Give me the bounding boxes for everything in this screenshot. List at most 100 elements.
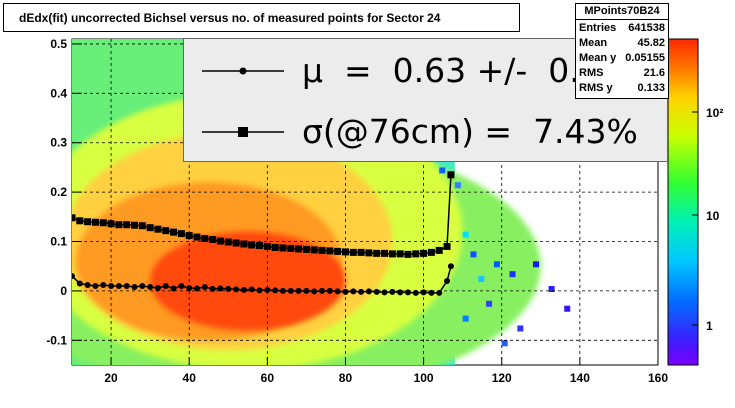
sigma-point (248, 241, 256, 249)
heat-sparse-bin (548, 285, 555, 292)
series-mean (72, 263, 454, 296)
mean-point (287, 287, 294, 294)
stats-value: 0.05155 (625, 52, 665, 64)
mean-point (131, 283, 138, 290)
stats-row-rms-y: RMS y 0.133 (579, 81, 665, 95)
y-tick-label: 0.1 (50, 235, 67, 249)
mean-point (420, 289, 427, 296)
legend-sigma-text: σ(@76cm) = 7.43% (302, 112, 638, 151)
sigma-point (107, 220, 115, 228)
heat-sparse-bin (439, 167, 446, 174)
mean-point (404, 289, 411, 296)
z-tick-label: 10² (706, 106, 723, 120)
mean-point (256, 287, 263, 294)
heat-sparse-bin (509, 271, 516, 278)
mean-point (303, 287, 310, 294)
heat-sparse-bin (517, 325, 524, 332)
mean-point (92, 282, 99, 289)
heat-sparse-bin (493, 261, 500, 268)
sigma-point (91, 218, 99, 226)
y-tick-label: -0.1 (46, 333, 67, 347)
heat-sparse-bin (454, 182, 461, 189)
axes: 20 40 60 80 100 120 140 160 -0.1 0 0.1 0.2 0.3 0.4 0.5 (46, 37, 668, 385)
z-tick-label: 1 (706, 319, 713, 333)
heat-sparse-bin (532, 261, 539, 268)
heat-density-blob (150, 231, 346, 331)
sigma-point (287, 244, 295, 252)
mean-point (373, 288, 380, 295)
sigma-point (349, 248, 357, 256)
mean-point (295, 287, 302, 294)
mean-point (225, 285, 232, 292)
sigma-point (373, 249, 381, 257)
mean-point (162, 282, 169, 289)
sigma-point (396, 250, 404, 258)
sigma-point (263, 242, 271, 250)
x-tick-label: 80 (339, 371, 353, 385)
mean-point (326, 287, 333, 294)
mean-point (272, 287, 279, 294)
x-tick-label: 20 (104, 371, 118, 385)
mean-point (436, 289, 443, 296)
mean-point (147, 283, 154, 290)
heat-sparse-bin (470, 251, 477, 258)
stats-key: Entries (579, 22, 617, 34)
mean-point (108, 282, 115, 289)
y-tick-label: 0 (60, 284, 67, 298)
mean-point (342, 288, 349, 295)
sigma-point (224, 238, 232, 246)
sigma-point (115, 221, 123, 229)
sigma-point (193, 233, 201, 241)
sigma-point (326, 247, 334, 255)
mean-point (194, 285, 201, 292)
stats-value: 21.6 (643, 67, 665, 79)
sigma-point (357, 248, 365, 256)
mean-point (412, 289, 419, 296)
color-scale-bar (667, 38, 699, 366)
y-tick-label: 0.2 (50, 185, 67, 199)
sigma-point (216, 237, 224, 245)
stats-key: Mean y (579, 52, 617, 64)
sigma-point (381, 249, 389, 257)
sigma-point (318, 246, 326, 254)
mean-point (350, 288, 357, 295)
sigma-point (240, 240, 248, 248)
sigma-point (295, 245, 303, 253)
sigma-point (302, 245, 310, 253)
mean-point (76, 280, 83, 287)
sigma-point (154, 225, 162, 233)
mean-point (115, 282, 122, 289)
mean-point (365, 288, 372, 295)
stats-value: 45.82 (637, 37, 665, 49)
stats-row-entries: Entries 641538 (579, 21, 665, 35)
stats-box: MPoints70B24 Entries 641538 Mean 45.82 Mea… (575, 3, 669, 99)
mean-point (100, 281, 107, 288)
stats-key: RMS (579, 67, 604, 79)
sigma-point (310, 246, 318, 254)
sigma-point (271, 243, 279, 251)
sigma-point (177, 230, 185, 238)
sigma-point (412, 250, 420, 258)
legend-mu-text: μ = 0.63 +/- 0.02 % (302, 51, 664, 90)
heat-sparse-bin (501, 340, 508, 347)
series-sigma (72, 171, 455, 258)
heat-sparse-bin (462, 315, 469, 322)
legend-markers (202, 67, 284, 137)
stats-value: 641538 (628, 22, 665, 34)
sigma-point (334, 247, 342, 255)
mean-point (233, 286, 240, 293)
sigma-point (256, 241, 264, 249)
legend-sigma-marker (238, 127, 248, 137)
mean-point (248, 286, 255, 293)
stats-row-rms: RMS 21.6 (579, 66, 665, 80)
stats-histogram-name: MPoints70B24 (576, 4, 668, 20)
stats-key: RMS y (579, 82, 613, 94)
sigma-point (388, 250, 396, 258)
x-tick-label: 160 (648, 371, 668, 385)
mean-point (217, 285, 224, 292)
sigma-point (420, 249, 428, 257)
sigma-point (146, 224, 154, 232)
sigma-point (76, 217, 84, 225)
sigma-point (447, 171, 455, 179)
sigma-point (427, 248, 435, 256)
